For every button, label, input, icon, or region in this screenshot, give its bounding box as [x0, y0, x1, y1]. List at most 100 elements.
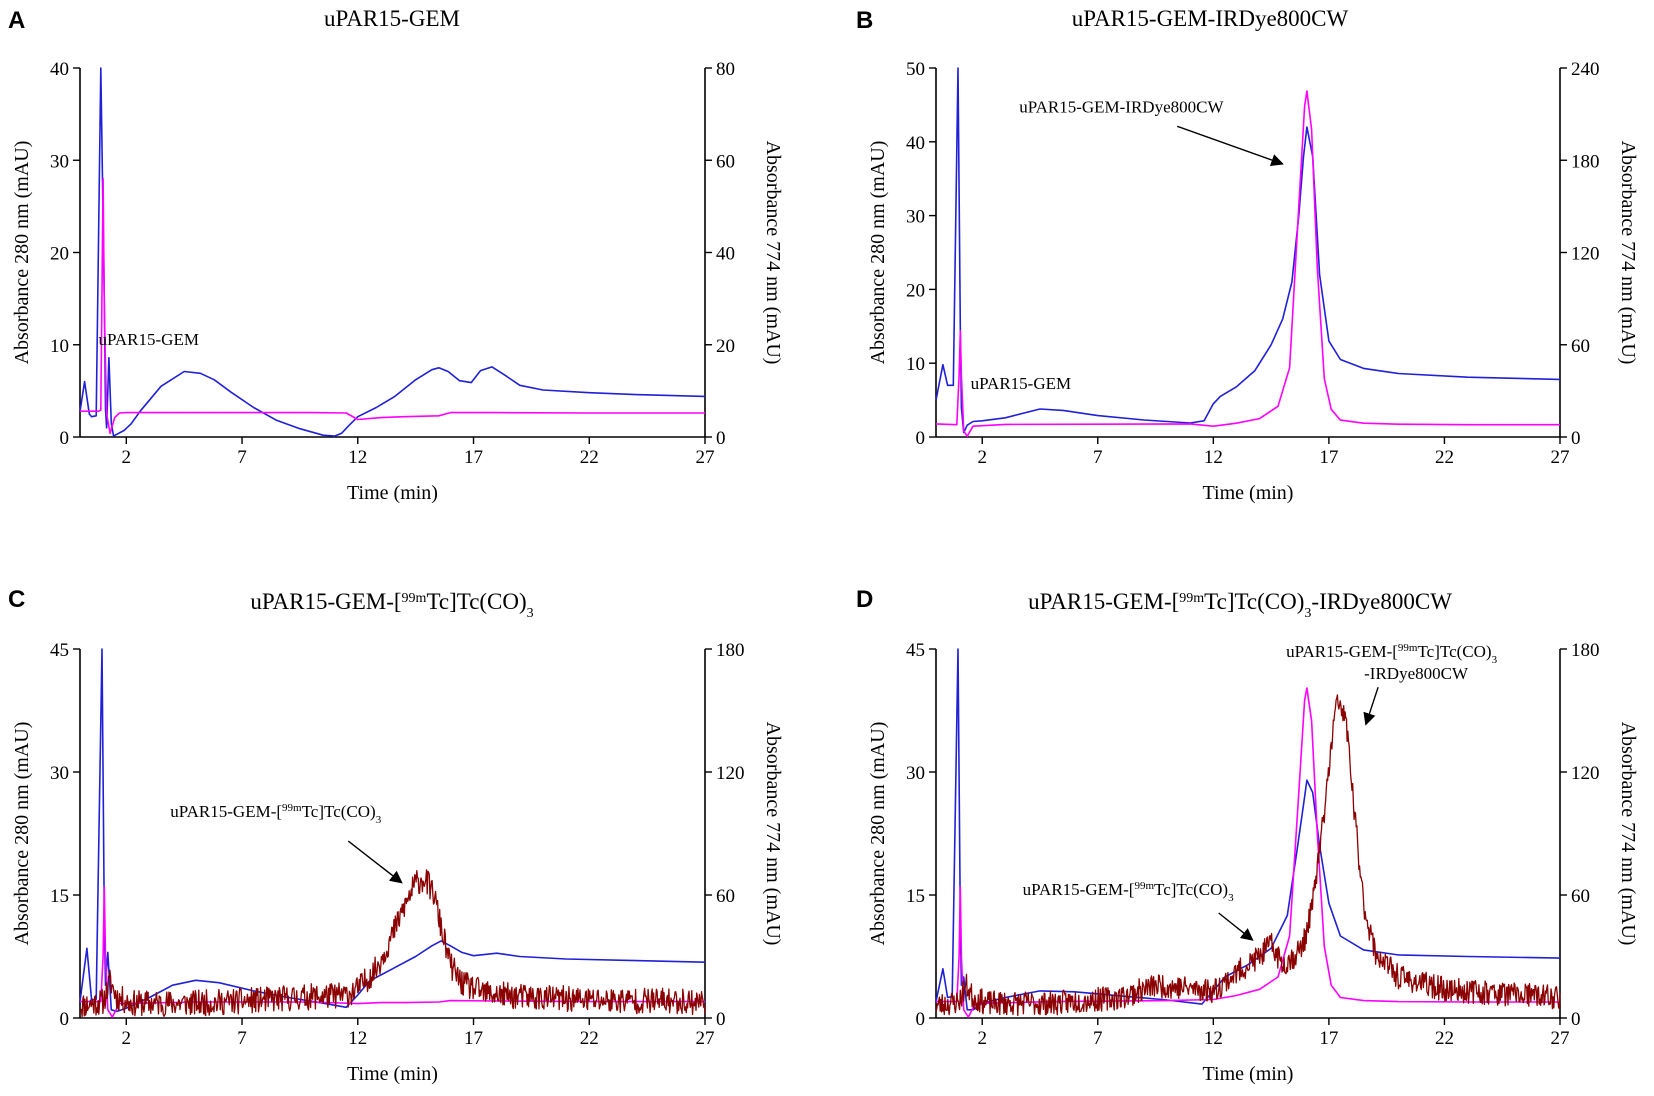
x-tick-label: 27: [1551, 447, 1570, 468]
text-part: 99m: [1398, 642, 1418, 654]
annotation-arrow: [1363, 686, 1379, 726]
text-part: uPAR15-GEM-[: [1023, 880, 1135, 899]
x-tick-label: 22: [580, 1028, 599, 1049]
y-tick-label: 15: [906, 886, 925, 907]
annotation-arrow: [1218, 912, 1254, 941]
x-axis-label: Time (min): [347, 482, 438, 504]
y-tick-label: 30: [906, 763, 925, 784]
y2-axis-label: Absorbance 774 nm (mAU): [762, 141, 784, 365]
text-part: -IRDye800CW: [1311, 589, 1452, 614]
x-tick-label: 2: [977, 447, 987, 468]
y-tick-label: 10: [906, 354, 925, 375]
x-axis-label: Time (min): [1203, 482, 1294, 504]
x-axis-label: Time (min): [1203, 1063, 1294, 1085]
text-part: 3: [1304, 606, 1311, 621]
y2-tick-label: 240: [1571, 59, 1600, 80]
y-tick-label: 30: [50, 151, 69, 172]
series-line-774nm: [935, 90, 1560, 437]
panel-letter: B: [856, 7, 873, 34]
y2-tick-label: 40: [716, 244, 735, 265]
y-tick-label: 45: [906, 640, 925, 661]
x-tick-label: 7: [237, 1028, 247, 1049]
y2-tick-label: 60: [716, 886, 735, 907]
y2-axis-label: Absorbance 774 nm (mAU): [762, 722, 784, 946]
y-tick-label: 0: [60, 428, 70, 449]
y2-tick-label: 60: [1571, 336, 1590, 357]
y2-axis-label: Absorbance 774 nm (mAU): [1617, 722, 1639, 946]
text-part: Tc]Tc(CO): [1154, 880, 1228, 899]
x-tick-label: 17: [1319, 447, 1338, 468]
annotation-label: uPAR15-GEM-IRDye800CW: [1019, 97, 1224, 116]
series-line-280nm: [935, 648, 1561, 1011]
y-tick-label: 45: [50, 640, 69, 661]
chart-title: uPAR15-GEM-[99mTc]Tc(CO)3: [250, 589, 533, 621]
y-tick-label: 15: [50, 886, 69, 907]
x-tick-label: 7: [1093, 1028, 1103, 1049]
x-tick-label: 2: [977, 1028, 987, 1049]
chart-title: uPAR15-GEM: [324, 6, 460, 31]
y-tick-label: 40: [50, 59, 69, 80]
y2-tick-label: 20: [716, 336, 735, 357]
y2-tick-label: 0: [1571, 428, 1581, 449]
x-tick-label: 12: [1204, 447, 1223, 468]
x-tick-label: 7: [1093, 447, 1103, 468]
y-axis-label: Absorbance 280 nm (mAU): [11, 141, 33, 365]
y2-tick-label: 60: [716, 151, 735, 172]
text-part: Tc]Tc(CO): [1204, 589, 1304, 614]
y2-axis-label: Absorbance 774 nm (mAU): [1617, 141, 1639, 365]
text-part: uPAR15-GEM-[: [1028, 589, 1179, 614]
text-part: 99m: [282, 802, 302, 814]
panel-letter: D: [856, 586, 873, 613]
series-line-280nm: [79, 648, 706, 1013]
text-part: Tc]Tc(CO): [302, 802, 376, 821]
text-part: uPAR15-GEM-[: [170, 802, 282, 821]
x-tick-label: 17: [1319, 1028, 1338, 1049]
x-tick-label: 2: [122, 1028, 132, 1049]
y2-tick-label: 120: [716, 763, 745, 784]
y2-tick-label: 180: [1571, 151, 1600, 172]
text-part: 99m: [1179, 591, 1204, 606]
x-tick-label: 2: [122, 447, 132, 468]
y-tick-label: 0: [60, 1009, 70, 1030]
annotation-arrow: [347, 840, 403, 884]
text-part: uPAR15-GEM-[: [250, 589, 401, 614]
y-axis-label: Absorbance 280 nm (mAU): [11, 722, 33, 946]
y-tick-label: 0: [916, 1009, 926, 1030]
x-axis-label: Time (min): [347, 1063, 438, 1085]
y2-tick-label: 120: [1571, 763, 1600, 784]
x-tick-label: 27: [696, 1028, 715, 1049]
x-tick-label: 22: [1435, 447, 1454, 468]
annotation-label: uPAR15-GEM-[99mTc]Tc(CO)3: [170, 802, 381, 826]
y-tick-label: 50: [906, 59, 925, 80]
y2-tick-label: 180: [1571, 640, 1600, 661]
text-part: 3: [527, 606, 534, 621]
series-line-280nm: [935, 67, 1561, 434]
text-part: 3: [376, 814, 382, 826]
text-part: Tc]Tc(CO): [426, 589, 526, 614]
x-tick-label: 22: [1435, 1028, 1454, 1049]
x-tick-label: 7: [237, 447, 247, 468]
panel-letter: C: [8, 586, 25, 613]
text-part: 99m: [1134, 880, 1154, 892]
y-axis-label: Absorbance 280 nm (mAU): [867, 722, 889, 946]
series-line-774nm: [80, 177, 705, 435]
y-tick-label: 0: [916, 428, 926, 449]
text-part: uPAR15-GEM-[: [1286, 642, 1398, 661]
annotation-label: uPAR15-GEM-[99mTc]Tc(CO)3: [1023, 880, 1234, 904]
text-part: Tc]Tc(CO): [1417, 642, 1491, 661]
y-tick-label: 20: [50, 244, 69, 265]
x-tick-label: 22: [580, 447, 599, 468]
annotation-arrow: [1176, 125, 1284, 167]
series-line-280nm: [79, 67, 706, 437]
y-tick-label: 10: [50, 336, 69, 357]
y-axis-label: Absorbance 280 nm (mAU): [867, 141, 889, 365]
series-line-radio: [935, 694, 1561, 1017]
annotation-label: uPAR15-GEM: [99, 330, 199, 349]
text-part: 3: [1228, 892, 1234, 904]
chart-title: uPAR15-GEM-[99mTc]Tc(CO)3-IRDye800CW: [1028, 589, 1452, 621]
x-tick-label: 17: [464, 447, 483, 468]
series-line-radio: [79, 869, 706, 1018]
